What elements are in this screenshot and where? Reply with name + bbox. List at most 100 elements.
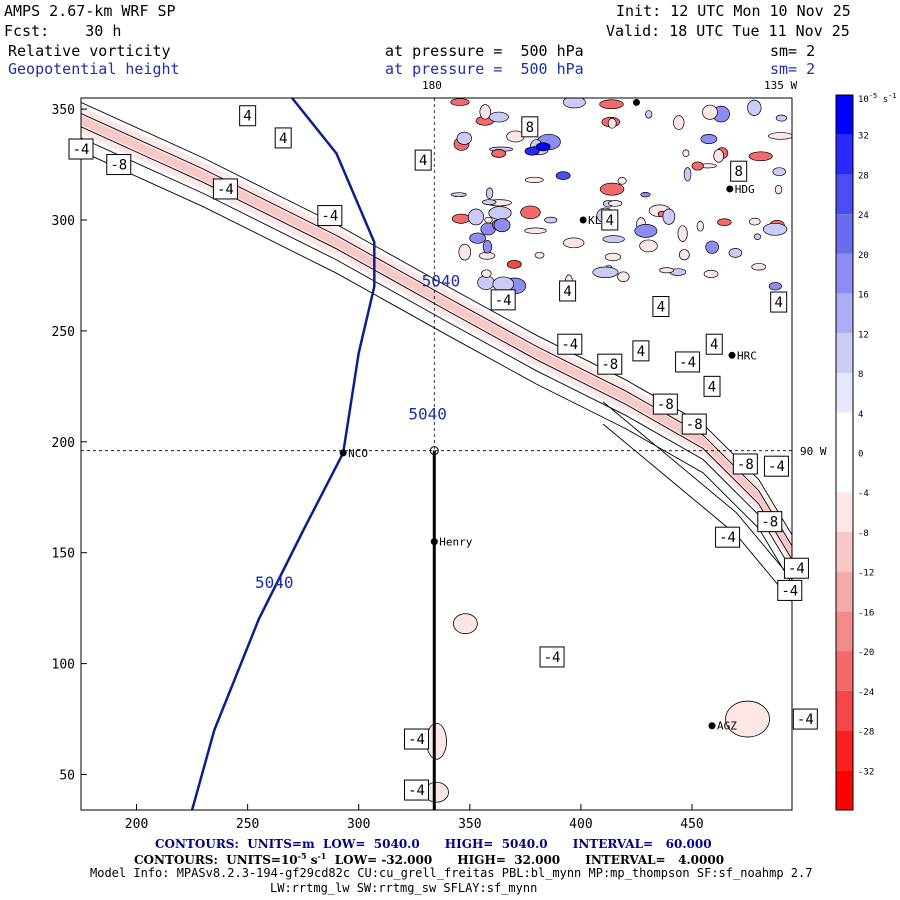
- vorticity-label: 4: [563, 284, 571, 300]
- neg-vorticity-blob: [426, 722, 447, 760]
- vorticity-label: 4: [708, 379, 716, 395]
- vorticity-label-box: [539, 646, 565, 668]
- colorbar-segment: [836, 651, 853, 691]
- colorbar-segment: [836, 174, 853, 215]
- vorticity-cell: [768, 132, 792, 140]
- vorticity-cell: [748, 151, 773, 162]
- station-dot: [632, 98, 640, 106]
- vorticity-label: -8: [737, 457, 754, 473]
- vorticity-cell: [639, 239, 658, 253]
- vorticity-label: 8: [734, 164, 742, 180]
- colorbar-segment: [836, 571, 853, 612]
- vorticity-label: 4: [710, 337, 718, 353]
- station-label: NCO: [348, 447, 368, 460]
- vorticity-label: -8: [686, 417, 703, 433]
- vorticity-label: -4: [768, 459, 785, 475]
- valid-time: Valid: 18 UTC Tue 11 Nov 25: [606, 22, 850, 40]
- neg-vorticity-blob: [452, 613, 478, 635]
- vorticity-label-box: [404, 728, 430, 750]
- vorticity-label: -8: [761, 515, 778, 531]
- y-tick-label: 50: [59, 769, 75, 784]
- vorticity-cell: [599, 182, 625, 196]
- station-dot: [430, 538, 438, 546]
- colorbar-segment: [836, 333, 853, 374]
- vorticity-cell: [482, 199, 497, 206]
- colorbar-segment: [836, 253, 853, 294]
- vorticity-field: [81, 98, 792, 803]
- field-height: Geopotential height: [8, 60, 180, 78]
- vorticity-label-box: [106, 154, 132, 176]
- vorticity-label: 4: [657, 299, 665, 315]
- vorticity-cell: [772, 167, 786, 177]
- colorbar-label: 16: [858, 291, 869, 301]
- colorbar-segment: [836, 95, 853, 135]
- vorticity-cell: [458, 243, 472, 261]
- vorticity-label: -8: [657, 397, 674, 413]
- vorticity-contour-line: [602, 401, 792, 580]
- vorticity-cell: [563, 237, 585, 249]
- vorticity-label-box: [730, 160, 748, 182]
- vorticity-cell: [747, 99, 762, 116]
- colorbar-label: -8: [858, 529, 869, 539]
- vorticity-label: 8: [526, 120, 534, 136]
- colorbar-segment: [836, 373, 853, 413]
- colorbar-segment: [836, 293, 853, 334]
- colorbar-segment: [836, 412, 853, 453]
- vorticity-label: 4: [279, 131, 287, 147]
- vorticity-label: -4: [679, 355, 696, 371]
- colorbar-segment: [836, 134, 853, 175]
- vorticity-label-box: [212, 178, 238, 200]
- vorticity-label: -4: [495, 293, 512, 309]
- vorticity-label-box: [414, 149, 432, 171]
- vorticity-label-box: [632, 340, 650, 362]
- colorbar-segment: [836, 690, 853, 731]
- axes: 200 250 300 350 400 450 50 100 150 200 250 300 350: [52, 103, 704, 832]
- vorticity-contour-line: [81, 126, 792, 560]
- vorticity-cell: [484, 216, 493, 224]
- vorticity-cell: [751, 263, 767, 271]
- vorticity-cell: [604, 252, 622, 262]
- vorticity-cell: [748, 217, 761, 226]
- vorticity-cell: [682, 149, 690, 158]
- vorticity-cell: [493, 218, 511, 233]
- station-dot: [708, 722, 716, 730]
- vorticity-label-box: [783, 557, 809, 579]
- colorbar-label: -28: [858, 728, 874, 738]
- vorticity-cell: [544, 216, 558, 224]
- footer-radiation-info: LW:rrtmg_lw SW:rrtmg_sw SFLAY:sf_mynn: [270, 881, 538, 895]
- vorticity-cell: [524, 176, 544, 183]
- level-height: at pressure = 500 hPa: [385, 60, 584, 78]
- vorticity-cell: [617, 271, 630, 283]
- colorbar-segment: [836, 492, 853, 532]
- vorticity-cell: [645, 110, 653, 119]
- vorticity-cell: [479, 104, 491, 120]
- colorbar-label: 32: [858, 132, 869, 142]
- colorbar-label: 12: [858, 330, 869, 340]
- vorticity-label-box: [777, 579, 803, 601]
- model-title: AMPS 2.67-km WRF SP: [4, 2, 176, 20]
- vorticity-cell: [634, 223, 658, 238]
- vorticity-cell: [662, 208, 676, 225]
- station-label: HRC: [737, 349, 757, 362]
- vorticity-cell: [520, 205, 541, 220]
- colorbar-segment: [836, 730, 853, 771]
- vorticity-contour-line: [81, 137, 792, 571]
- vorticity-label: -4: [797, 712, 814, 728]
- vorticity-cell: [607, 200, 623, 207]
- vorticity-cell: [691, 161, 704, 171]
- colorbar-label: -20: [858, 648, 874, 658]
- vorticity-label-box: [703, 375, 721, 397]
- vorticity-cell: [485, 187, 494, 199]
- station-dot: [579, 216, 587, 224]
- vorticity-cell: [705, 240, 719, 254]
- vorticity-cell: [713, 149, 725, 163]
- vorticity-cell: [696, 220, 704, 232]
- x-tick-label: 250: [236, 817, 259, 832]
- vorticity-cell: [450, 98, 470, 106]
- y-tick-label: 250: [52, 325, 75, 340]
- vorticity-cell: [702, 104, 718, 120]
- colorbar-label: 28: [858, 171, 869, 181]
- smoothing-vorticity: sm= 2: [770, 42, 816, 60]
- vorticity-label-box: [404, 779, 430, 801]
- footer-height-contours: CONTOURS: UNITS=m LOW= 5040.0 HIGH= 5040…: [155, 837, 712, 851]
